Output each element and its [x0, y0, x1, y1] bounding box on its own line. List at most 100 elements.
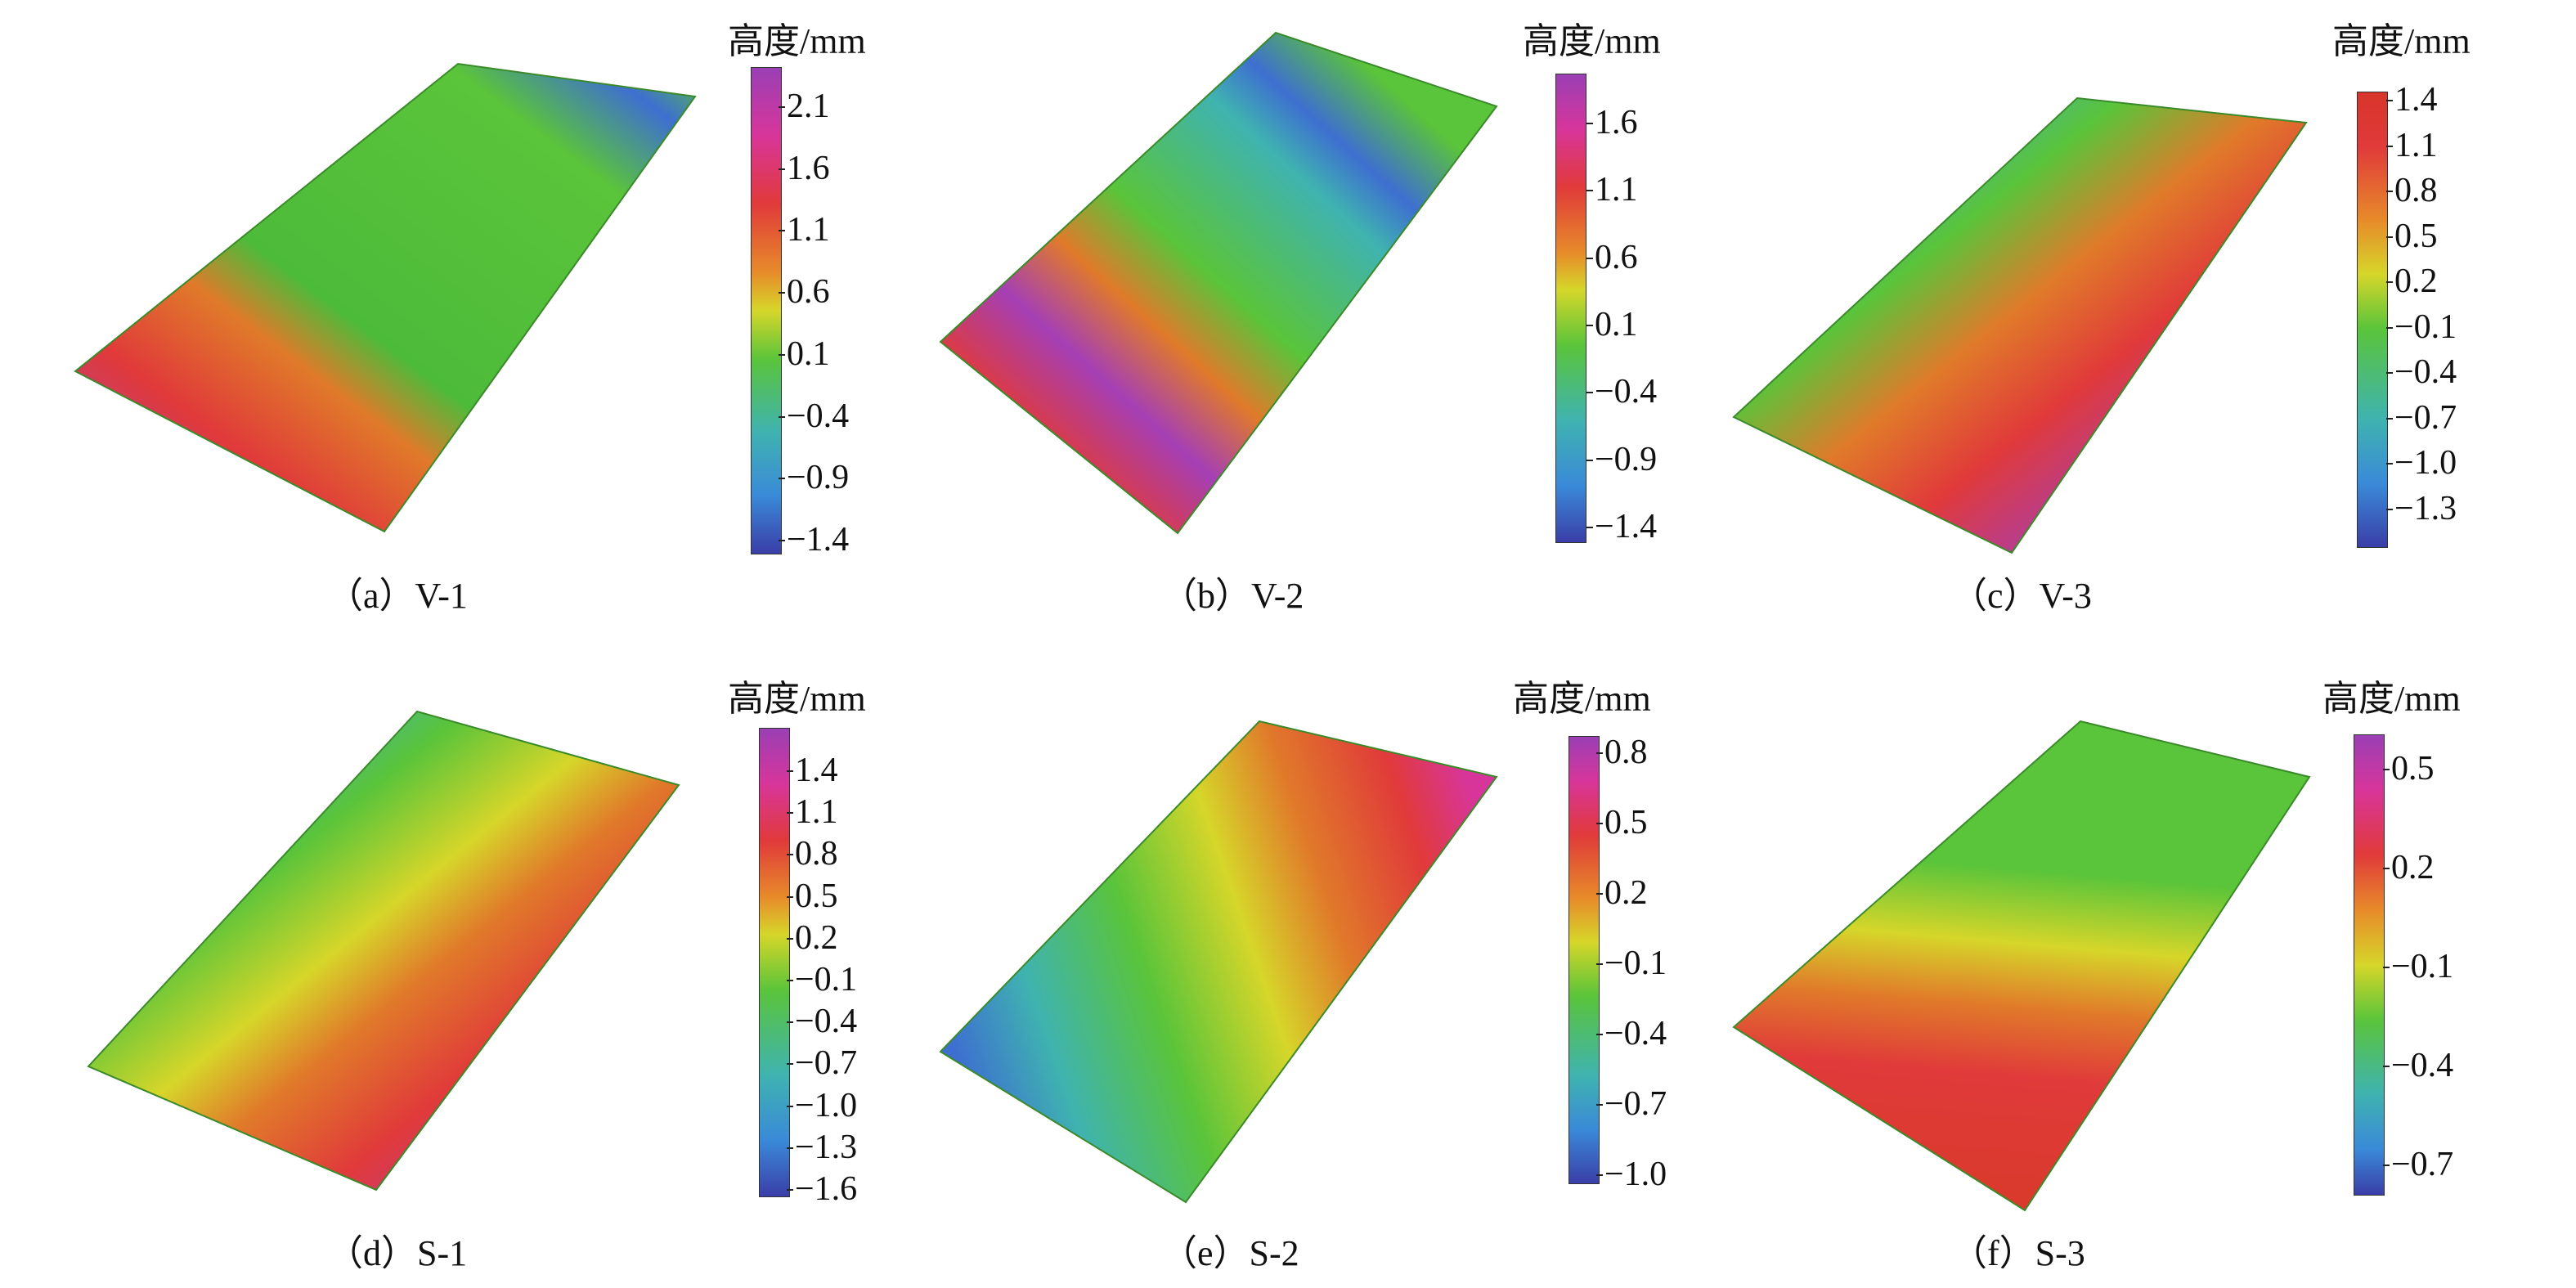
colorbar-tick-mark [787, 854, 793, 856]
colorbar-tick-label: −0.7 [2394, 398, 2457, 437]
colorbar-tick-label: −0.9 [1595, 440, 1658, 478]
surface-plot-f [1732, 720, 2311, 1212]
colorbar-tick-mark [779, 415, 785, 418]
colorbar-tick-label: −1.4 [1595, 508, 1658, 545]
surface-plot-c [1732, 96, 2308, 554]
colorbar-tick-label: 0.8 [795, 835, 838, 873]
colorbar-tick-label: 1.1 [795, 793, 838, 832]
colorbar-tick-mark [1586, 190, 1593, 192]
colorbar-tick-label: 0.2 [1604, 874, 1648, 912]
colorbar-tick-label: 1.4 [795, 752, 838, 789]
colorbar-tick-mark [1596, 752, 1603, 754]
colorbar-tick-label: 1.6 [1595, 104, 1638, 141]
colorbar-tick-label: −0.7 [2391, 1146, 2454, 1183]
colorbar-tick-label: −0.4 [795, 1003, 858, 1041]
colorbar-tick-label: 0.2 [2394, 263, 2438, 301]
colorbar [751, 67, 782, 554]
colorbar-tick-label: 0.5 [2394, 217, 2438, 255]
caption: （b）V-2 [1161, 576, 1304, 616]
colorbar-tick-mark [2386, 509, 2393, 510]
colorbar-tick-mark [1596, 823, 1603, 824]
colorbar-tick-label: −0.9 [787, 459, 850, 497]
colorbar-tick-label: −0.4 [787, 397, 850, 435]
caption: （e）S-2 [1161, 1233, 1299, 1273]
colorbar-tick-mark [787, 937, 793, 940]
colorbar-tick-mark [779, 230, 785, 232]
surface-plot-d [87, 710, 680, 1192]
colorbar-tick-label: −1.0 [1604, 1156, 1667, 1193]
panel-a: 高度/mm 2.1 1.6 1.1 0.6 0.1 −0.4 −0.9 −1.4 （a）V-1 [0, 0, 866, 638]
colorbar-tick-label: −0.1 [2391, 948, 2454, 985]
colorbar-tick-label: 0.5 [1604, 804, 1648, 841]
colorbar-tick-label: 0.5 [2391, 750, 2435, 788]
panel-e: 高度/mm 0.8 0.5 0.2 −0.1 −0.4 −0.7 −1.0 （e）S-2 [859, 646, 1717, 1288]
colorbar-title: 高度/mm [1523, 21, 1661, 61]
colorbar-tick-mark [2386, 326, 2393, 329]
colorbar-tick-label: −0.1 [1604, 945, 1667, 982]
colorbar-tick-label: 1.1 [1595, 171, 1638, 209]
colorbar-tick-label: 0.6 [787, 273, 830, 312]
colorbar-tick-label: 0.8 [2394, 172, 2438, 210]
colorbar-tick-mark [1586, 527, 1593, 528]
caption: （d）S-1 [327, 1233, 468, 1273]
colorbar-tick-mark [787, 770, 793, 772]
colorbar-tick-mark [779, 353, 785, 356]
colorbar-tick-label: −1.6 [795, 1170, 858, 1208]
colorbar-tick-mark [787, 895, 793, 898]
colorbar-tick-label: −0.4 [2394, 353, 2457, 392]
colorbar-title: 高度/mm [728, 21, 866, 61]
colorbar-tick-mark [1596, 1104, 1603, 1106]
colorbar-tick-mark [2386, 417, 2393, 420]
colorbar-tick-mark [2383, 967, 2390, 968]
colorbar-tick-mark [1586, 123, 1593, 124]
colorbar-tick-label: 1.1 [2394, 126, 2438, 164]
colorbar-tick-mark [2386, 145, 2393, 147]
colorbar-tick-mark [2386, 372, 2393, 375]
panel-d: 高度/mm 1.4 1.1 0.8 0.5 0.2 −0.1 −0.4 −0.7 −1.0 −1.… [0, 646, 866, 1288]
colorbar-tick-mark [787, 812, 793, 815]
panel-c: 高度/mm 1.4 1.1 0.8 0.5 0.2 −0.1 −0.4 −0.7 −1.0 −1.… [1717, 0, 2576, 638]
colorbar-tick-mark [1596, 893, 1603, 895]
colorbar-tick-mark [1586, 257, 1593, 259]
colorbar-tick-label: 1.1 [787, 211, 830, 249]
colorbar-title: 高度/mm [1513, 679, 1651, 719]
colorbar-tick-mark [779, 478, 785, 480]
colorbar-tick-label: −0.4 [2391, 1047, 2454, 1084]
caption: （a）V-1 [327, 576, 468, 616]
colorbar-tick-mark [1586, 459, 1593, 461]
surface-plot-e [939, 720, 1498, 1204]
colorbar-tick-label: −1.4 [787, 521, 850, 559]
colorbar-tick-mark [2383, 868, 2390, 869]
caption: （f）S-3 [1951, 1233, 2085, 1273]
colorbar-tick-label: −1.3 [2394, 490, 2457, 527]
colorbar-tick-mark [2383, 1165, 2390, 1166]
colorbar-tick-mark [2386, 463, 2393, 465]
colorbar-tick-mark [787, 1189, 793, 1191]
colorbar-tick-mark [2386, 191, 2393, 193]
colorbar [1568, 736, 1600, 1184]
colorbar-tick-label: −1.3 [795, 1128, 858, 1166]
caption: （c）V-3 [1951, 576, 2092, 616]
colorbar-tick-label: −0.4 [1595, 373, 1658, 411]
colorbar-tick-label: −0.7 [795, 1044, 858, 1083]
colorbar-tick-mark [779, 168, 785, 170]
colorbar-tick-label: −1.0 [2394, 444, 2457, 482]
colorbar-tick-label: 0.2 [795, 918, 838, 957]
colorbar-title: 高度/mm [2332, 21, 2471, 61]
colorbar-tick-mark [787, 1105, 793, 1107]
colorbar-tick-mark [2383, 1066, 2390, 1067]
colorbar-tick-label: −0.1 [2394, 307, 2457, 346]
colorbar-tick-mark [787, 1021, 793, 1024]
colorbar-tick-mark [1596, 963, 1603, 965]
colorbar-tick-label: 1.4 [2394, 81, 2438, 119]
colorbar-tick-label: 0.6 [1595, 238, 1638, 276]
colorbar-tick-mark [787, 1063, 793, 1066]
colorbar-tick-mark [779, 292, 785, 294]
colorbar-tick-mark [2386, 281, 2393, 284]
colorbar [2357, 92, 2388, 548]
colorbar [759, 728, 790, 1197]
colorbar-tick-mark [1596, 1034, 1603, 1035]
colorbar-title: 高度/mm [2322, 679, 2461, 719]
colorbar-tick-label: 0.2 [2391, 849, 2435, 886]
colorbar-tick-label: 0.1 [787, 334, 830, 373]
